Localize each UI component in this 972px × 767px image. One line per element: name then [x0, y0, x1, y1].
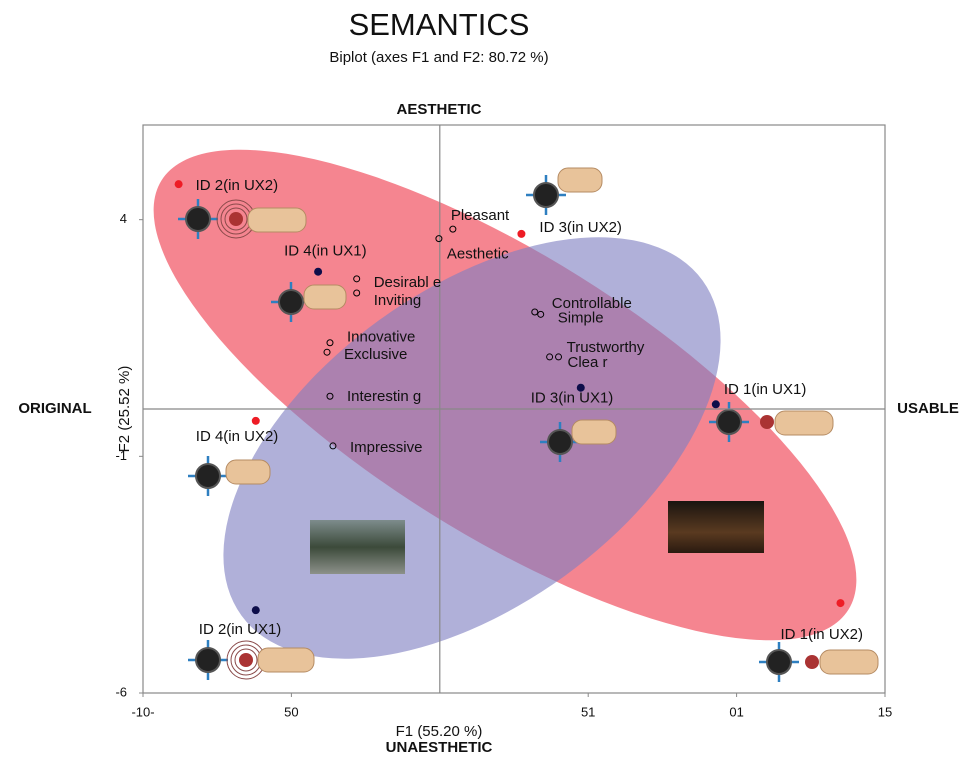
variable-label: Exclusive [344, 346, 407, 363]
observation-label: ID 2(in UX1) [199, 621, 282, 638]
observation-label: ID 3(in UX2) [539, 219, 622, 236]
knob [278, 289, 304, 315]
knob [185, 206, 211, 232]
observation-label: ID 3(in UX1) [531, 390, 614, 407]
variable-point [555, 353, 563, 361]
variable-label: Simple [558, 309, 604, 326]
variable-point [353, 289, 361, 297]
variable-point [329, 442, 337, 450]
gesture-icons [178, 167, 879, 682]
variable-point [435, 235, 443, 243]
x-tick-label: 01 [729, 704, 743, 719]
variable-label: Clea r [568, 354, 608, 371]
y-tick-label: -6 [115, 684, 127, 699]
chart-title: SEMANTICS [349, 7, 530, 42]
variable-label: Innovative [347, 329, 415, 346]
y-tick-label: 4 [120, 211, 127, 226]
variable-point [323, 348, 331, 356]
y-axis-label: F2 (25.52 %) [116, 366, 133, 453]
button [760, 415, 774, 429]
y-tick-label: -1 [115, 448, 127, 463]
variable-label: Trustworthy [567, 339, 645, 356]
knob [547, 429, 573, 455]
variable-point [449, 225, 457, 233]
x-tick-label: 15 [878, 704, 892, 719]
knob [195, 647, 221, 673]
variable-label: Inviting [374, 292, 422, 309]
left-annotation: ORIGINAL [18, 400, 91, 417]
hand [819, 649, 879, 675]
x-tick-label: -10- [131, 704, 154, 719]
top-annotation: AESTHETIC [396, 101, 481, 118]
variable-point [353, 275, 361, 283]
variable-point [537, 310, 545, 318]
chart-subtitle: Biplot (axes F1 and F2: 80.72 %) [329, 49, 548, 66]
observation-label: ID 4(in UX2) [196, 428, 279, 445]
bottom-annotation: UNAESTHETIC [386, 739, 493, 756]
variable-point [326, 339, 334, 347]
observation-point [517, 229, 526, 238]
variable-label: Interestin g [347, 388, 421, 405]
observation-label: ID 1(in UX2) [780, 626, 863, 643]
observation-label: ID 4(in UX1) [284, 243, 367, 260]
observation-point [251, 416, 260, 425]
hand [303, 284, 347, 310]
observation-point [711, 400, 720, 409]
hand [225, 459, 271, 485]
button [239, 653, 253, 667]
knob [766, 649, 792, 675]
hand [247, 207, 307, 233]
hand [557, 167, 603, 193]
knob [195, 463, 221, 489]
night-road-photo [668, 501, 764, 553]
variable-label: Pleasant [451, 207, 510, 224]
variable-label: Aesthetic [447, 246, 509, 263]
observation-point [576, 383, 585, 392]
button-ring [234, 648, 258, 672]
hand [571, 419, 617, 445]
observation-point [314, 267, 323, 276]
variable-point [326, 392, 334, 400]
x-tick-label: 51 [581, 704, 595, 719]
x-axis-label: F1 (55.20 %) [396, 723, 483, 740]
button-ring [224, 207, 248, 231]
knob [533, 182, 559, 208]
hand [774, 410, 834, 436]
variable-label: Controllable [552, 295, 632, 312]
observation-point [174, 180, 183, 189]
observation-point [836, 599, 845, 608]
variable-point [546, 353, 554, 361]
variable-label: Impressive [350, 439, 423, 456]
variable-point [531, 308, 539, 316]
button [229, 212, 243, 226]
knob [716, 409, 742, 435]
variable-label: Desirabl e [374, 274, 442, 291]
button [805, 655, 819, 669]
observation-point [251, 606, 260, 615]
hand [257, 647, 315, 673]
right-annotation: USABLE [897, 400, 959, 417]
road-photo [310, 520, 405, 574]
x-tick-label: 50 [284, 704, 298, 719]
observation-label: ID 1(in UX1) [724, 381, 807, 398]
observation-label: ID 2(in UX2) [196, 177, 279, 194]
